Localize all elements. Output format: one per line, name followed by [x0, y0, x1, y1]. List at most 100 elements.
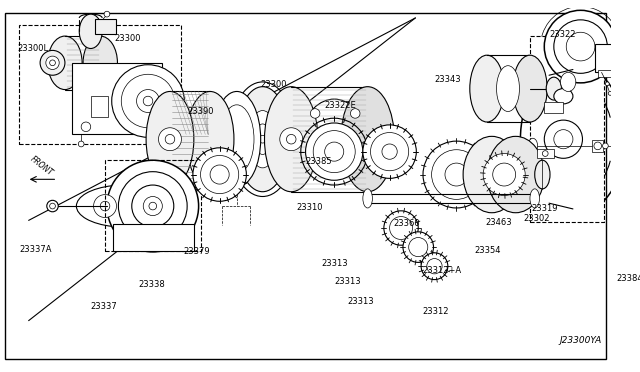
Bar — [91, 96, 108, 117]
Text: 23300L: 23300L — [17, 44, 48, 53]
Text: 23337: 23337 — [91, 302, 118, 311]
Circle shape — [100, 201, 110, 211]
Circle shape — [409, 238, 428, 257]
Text: 23360: 23360 — [394, 219, 420, 228]
Text: 23300: 23300 — [115, 35, 141, 44]
Ellipse shape — [546, 77, 561, 100]
Ellipse shape — [236, 87, 289, 192]
Circle shape — [193, 148, 246, 201]
Text: 23310: 23310 — [296, 203, 323, 212]
Bar — [530, 36, 604, 222]
Circle shape — [46, 56, 60, 70]
Circle shape — [159, 128, 181, 151]
Bar — [113, 224, 194, 251]
Circle shape — [165, 134, 175, 144]
Circle shape — [403, 232, 433, 262]
Circle shape — [427, 259, 442, 274]
Bar — [537, 149, 554, 158]
Ellipse shape — [264, 87, 318, 192]
Ellipse shape — [186, 92, 234, 187]
Ellipse shape — [341, 87, 394, 192]
Circle shape — [81, 122, 91, 132]
Ellipse shape — [497, 66, 520, 112]
Text: 23354: 23354 — [475, 246, 501, 256]
Circle shape — [305, 123, 363, 180]
Text: 23379: 23379 — [183, 247, 210, 256]
Circle shape — [112, 65, 184, 137]
Ellipse shape — [255, 124, 270, 154]
Text: 23390: 23390 — [187, 107, 214, 116]
Circle shape — [132, 185, 174, 227]
Circle shape — [149, 202, 157, 210]
Circle shape — [47, 201, 58, 212]
Circle shape — [234, 160, 239, 166]
Circle shape — [382, 144, 397, 159]
Bar — [72, 63, 163, 134]
Circle shape — [143, 96, 153, 106]
Circle shape — [602, 143, 608, 149]
Ellipse shape — [528, 138, 538, 154]
Text: 23322: 23322 — [549, 30, 575, 39]
Ellipse shape — [83, 36, 118, 90]
Ellipse shape — [248, 110, 277, 168]
Bar — [95, 19, 116, 34]
Bar — [592, 140, 604, 152]
Ellipse shape — [561, 73, 576, 92]
Circle shape — [384, 211, 418, 245]
Bar — [105, 160, 200, 251]
Bar — [595, 44, 616, 73]
Ellipse shape — [146, 92, 194, 187]
Text: 23313: 23313 — [334, 277, 361, 286]
Circle shape — [93, 195, 116, 218]
Ellipse shape — [530, 189, 540, 208]
Text: 23343: 23343 — [435, 74, 461, 84]
Ellipse shape — [554, 89, 573, 104]
Circle shape — [259, 135, 266, 143]
Circle shape — [544, 120, 582, 158]
Circle shape — [324, 142, 344, 161]
Text: 23319: 23319 — [532, 205, 558, 214]
Circle shape — [40, 51, 65, 75]
Bar — [544, 102, 563, 113]
Circle shape — [445, 163, 468, 186]
Text: 23302: 23302 — [524, 214, 550, 223]
Ellipse shape — [220, 105, 254, 174]
Circle shape — [310, 109, 320, 118]
Circle shape — [78, 141, 84, 147]
Text: 23300: 23300 — [260, 80, 287, 89]
Circle shape — [566, 32, 595, 61]
Ellipse shape — [470, 55, 504, 122]
Bar — [598, 70, 611, 77]
Circle shape — [390, 217, 413, 240]
Circle shape — [107, 160, 198, 252]
Text: FRONT: FRONT — [29, 154, 54, 177]
Circle shape — [136, 90, 159, 112]
Circle shape — [421, 253, 448, 280]
Circle shape — [313, 131, 355, 173]
Ellipse shape — [213, 92, 260, 187]
Ellipse shape — [48, 36, 82, 90]
Circle shape — [50, 60, 56, 66]
Circle shape — [157, 123, 164, 131]
Circle shape — [554, 130, 573, 149]
Circle shape — [423, 141, 490, 208]
Circle shape — [431, 150, 481, 199]
Ellipse shape — [535, 160, 550, 189]
Text: J23300YA: J23300YA — [559, 336, 602, 344]
Text: 23313: 23313 — [348, 297, 374, 306]
Text: 23322E: 23322E — [324, 101, 356, 110]
Circle shape — [363, 125, 417, 178]
Circle shape — [554, 20, 607, 73]
Ellipse shape — [463, 137, 520, 213]
Text: 23384: 23384 — [616, 274, 640, 283]
Ellipse shape — [79, 14, 102, 48]
Circle shape — [351, 109, 360, 118]
Text: 23463: 23463 — [485, 218, 512, 227]
Circle shape — [483, 154, 525, 196]
Circle shape — [118, 171, 187, 240]
Circle shape — [50, 203, 56, 209]
Text: 23385: 23385 — [305, 157, 332, 166]
Text: 23312: 23312 — [422, 307, 449, 315]
Circle shape — [143, 196, 163, 216]
Circle shape — [287, 134, 296, 144]
